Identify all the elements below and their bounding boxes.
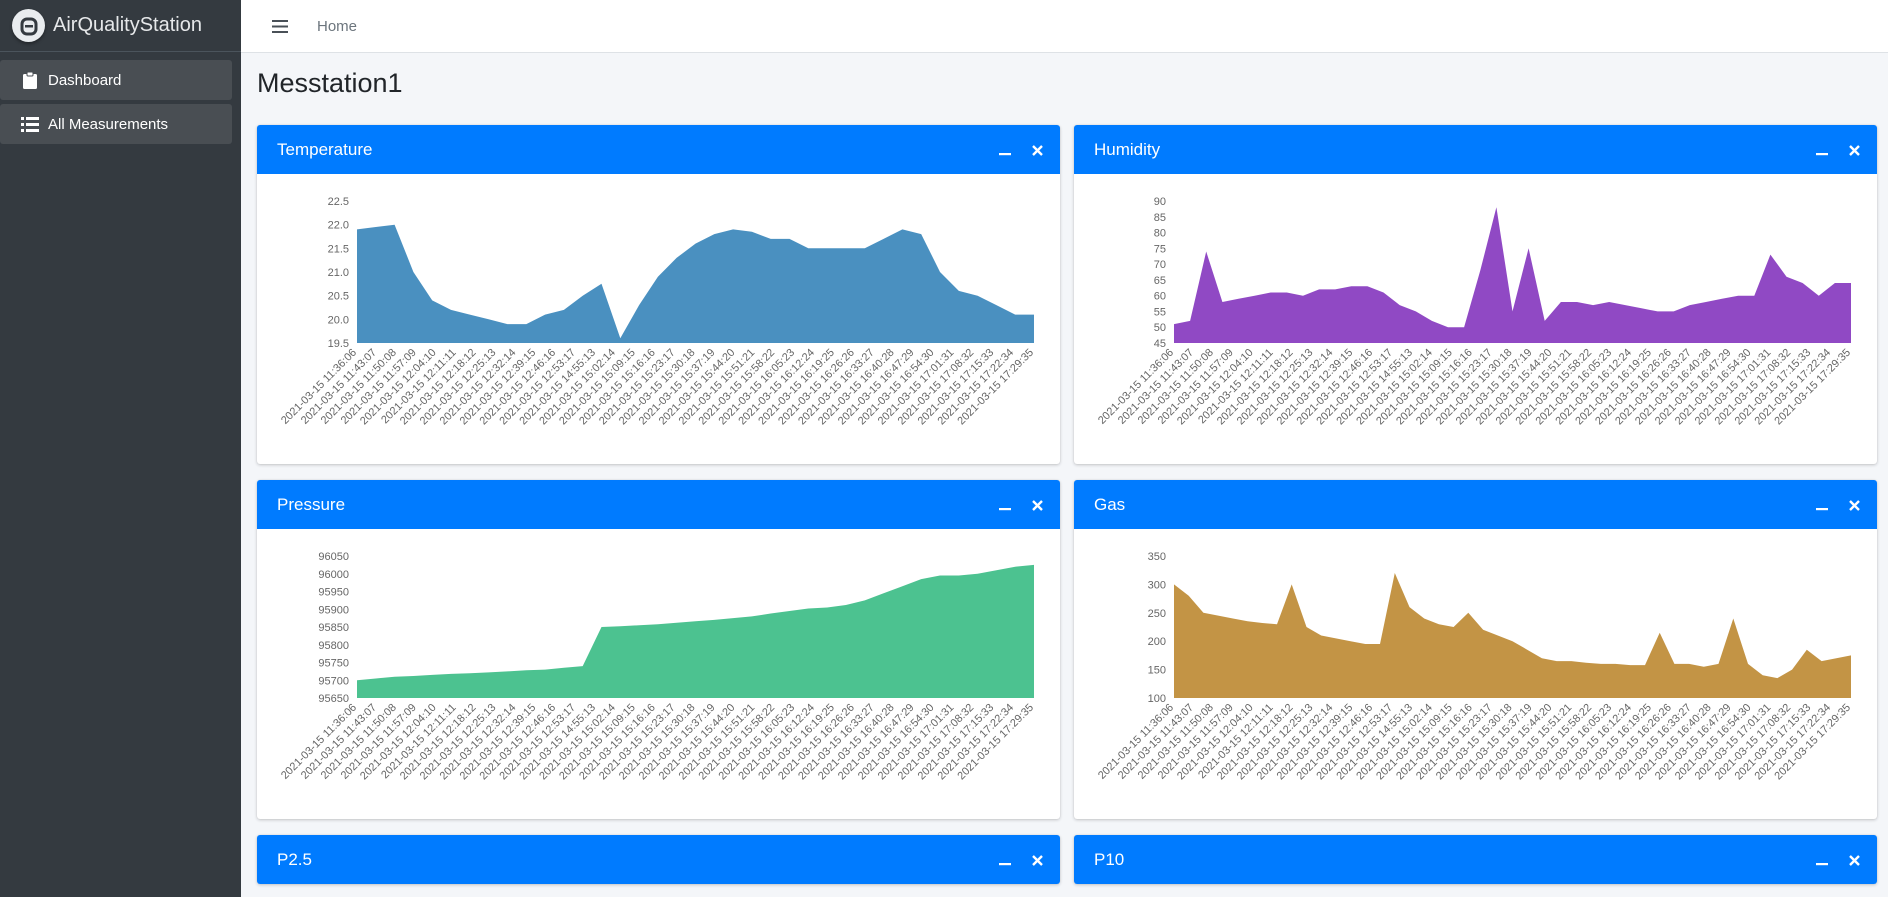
y-tick-label: 75 — [1154, 243, 1166, 255]
page-title: Messtation1 — [257, 68, 403, 98]
y-tick-label: 95850 — [318, 622, 349, 634]
y-tick-label: 21.0 — [328, 267, 349, 279]
y-tick-label: 85 — [1154, 212, 1166, 224]
card-header: Gas — [1074, 480, 1877, 529]
y-tick-label: 250 — [1148, 608, 1166, 620]
card-title: Humidity — [1094, 139, 1161, 159]
y-tick-label: 350 — [1148, 551, 1166, 563]
data-area — [357, 564, 1034, 698]
close-icon[interactable] — [1028, 849, 1046, 871]
y-tick-label: 22.0 — [328, 220, 349, 232]
y-tick-label: 95650 — [318, 693, 349, 705]
y-tick-label: 200 — [1148, 636, 1166, 648]
collapse-icon[interactable] — [1813, 139, 1831, 161]
close-icon[interactable] — [1028, 494, 1046, 516]
data-area — [1174, 207, 1851, 343]
card-tools — [1813, 849, 1863, 871]
card-body: 22.5 22.0 21.5 21.0 20.5 20.0 19.5 2021-03-15 1… — [257, 174, 1060, 464]
sidebar-item-label: Dashboard — [48, 71, 122, 89]
y-tick-label: 300 — [1148, 579, 1166, 591]
brand-logo-icon — [12, 9, 45, 42]
y-tick-label: 65 — [1154, 275, 1166, 287]
card-header: Humidity — [1074, 125, 1877, 174]
close-icon[interactable] — [1028, 139, 1046, 161]
card-gas: Gas 350 300 250 200 150 100 2021-03-15 11:36:0… — [1074, 480, 1877, 819]
y-tick-label: 22.5 — [328, 196, 349, 208]
card-body: 96050 96000 95950 95900 95850 95800 95750 95700… — [257, 529, 1060, 819]
sidebar-item-dashboard[interactable]: Dashboard — [0, 60, 232, 100]
data-area — [357, 224, 1034, 343]
data-area — [1174, 573, 1851, 698]
y-tick-label: 21.5 — [328, 243, 349, 255]
y-tick-label: 50 — [1154, 322, 1166, 334]
card-temperature: Temperature 22.5 22.0 21.5 21.0 20.5 20.0 19.5… — [257, 125, 1060, 464]
y-tick-label: 20.0 — [328, 314, 349, 326]
collapse-icon[interactable] — [996, 849, 1014, 871]
y-tick-label: 95900 — [318, 604, 349, 616]
card-title: Gas — [1094, 494, 1126, 514]
card-tools — [996, 849, 1046, 871]
y-tick-label: 100 — [1148, 693, 1166, 705]
card-humidity: Humidity 90 85 80 75 70 65 60 55 50 45 2021-03-15 … — [1074, 125, 1877, 464]
close-icon[interactable] — [1845, 494, 1863, 516]
card-pressure: Pressure 96050 96000 95950 95900 95850 95800 9… — [257, 480, 1060, 819]
clipboard-icon — [20, 70, 40, 90]
y-tick-label: 80 — [1154, 228, 1166, 240]
card-title: P2.5 — [277, 849, 312, 869]
card-tools — [1813, 494, 1863, 516]
card-header: P2.5 — [257, 835, 1060, 884]
y-tick-label: 45 — [1154, 338, 1166, 350]
sidebar-nav: Dashboard All Measurements — [0, 52, 241, 144]
card-title: P10 — [1094, 849, 1125, 869]
collapse-icon[interactable] — [996, 139, 1014, 161]
y-tick-label: 95700 — [318, 675, 349, 687]
y-tick-label: 19.5 — [328, 338, 349, 350]
y-tick-label: 96050 — [318, 551, 349, 563]
list-icon — [20, 114, 40, 134]
sidebar: AirQualityStation Dashboard All Measurem… — [0, 0, 241, 897]
card-body: 90 85 80 75 70 65 60 55 50 45 2021-03-15 11:36:06 2… — [1074, 174, 1877, 464]
collapse-icon[interactable] — [1813, 849, 1831, 871]
collapse-icon[interactable] — [996, 494, 1014, 516]
close-icon[interactable] — [1845, 139, 1863, 161]
y-tick-label: 95950 — [318, 587, 349, 599]
card-tools — [1813, 139, 1863, 161]
y-tick-label: 70 — [1154, 259, 1166, 271]
y-tick-label: 90 — [1154, 196, 1166, 208]
home-link[interactable]: Home — [317, 17, 358, 35]
card-body: 350 300 250 200 150 100 2021-03-15 11:36:06 202… — [1074, 529, 1877, 819]
y-tick-label: 20.5 — [328, 291, 349, 303]
y-tick-label: 96000 — [318, 569, 349, 581]
card-p25: P2.5 — [257, 835, 1060, 884]
y-tick-label: 95750 — [318, 658, 349, 670]
top-navbar: Home — [241, 0, 1888, 53]
y-tick-label: 55 — [1154, 306, 1166, 318]
card-header: Temperature — [257, 125, 1060, 174]
app-title: AirQualityStation — [53, 14, 202, 36]
card-title: Temperature — [277, 139, 373, 159]
card-tools — [996, 139, 1046, 161]
pressure-chart: 96050 96000 95950 95900 95850 95800 95750 95700… — [279, 551, 1036, 782]
card-header: P10 — [1074, 835, 1877, 884]
sidebar-item-label: All Measurements — [48, 115, 169, 133]
brand[interactable]: AirQualityStation — [0, 0, 241, 52]
y-tick-label: 150 — [1148, 665, 1166, 677]
card-title: Pressure — [277, 494, 346, 514]
close-icon[interactable] — [1845, 849, 1863, 871]
sidebar-item-all-measurements[interactable]: All Measurements — [0, 104, 232, 144]
y-tick-label: 95800 — [318, 640, 349, 652]
card-header: Pressure — [257, 480, 1060, 529]
collapse-icon[interactable] — [1813, 494, 1831, 516]
card-p10: P10 — [1074, 835, 1877, 884]
menu-toggle-icon[interactable] — [265, 11, 295, 41]
card-tools — [996, 494, 1046, 516]
y-tick-label: 60 — [1154, 291, 1166, 303]
